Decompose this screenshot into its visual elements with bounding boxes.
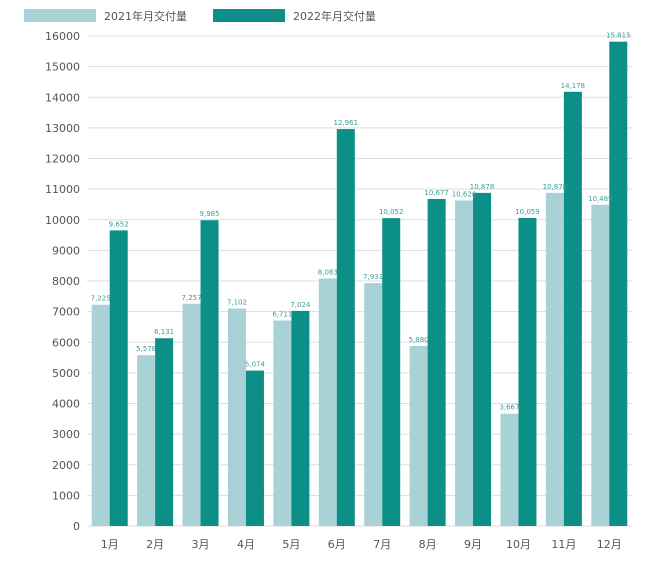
x-tick-label: 3月 [192,538,210,551]
y-tick-label: 16000 [45,30,80,43]
data-label: 10,052 [379,208,404,216]
bar-2021 [273,320,292,526]
bar-2022 [518,217,537,527]
data-label: 5,578 [136,345,156,353]
bar-2022 [382,218,401,526]
data-label: 9,652 [109,220,129,228]
y-tick-label: 9000 [52,244,80,257]
y-tick-label: 4000 [52,398,80,411]
bar-2021 [364,283,383,526]
legend-swatch [24,9,96,22]
bar-2021 [409,345,428,526]
data-label: 9,985 [200,210,220,218]
bar-2021 [182,303,201,526]
data-labels: 7,225 5,578 7,257 7,102 6,711 8,083 7,931 5,880… [91,32,631,412]
data-label: 10,878 [543,183,568,191]
data-label: 7,257 [182,294,202,302]
legend-label: 2021年月交付量 [104,9,187,23]
y-tick-label: 7000 [52,306,80,319]
bar-2022 [291,310,310,526]
bar-2022 [473,192,492,526]
legend-label: 2022年月交付量 [293,9,376,23]
y-tick-label: 5000 [52,367,80,380]
data-label: 10,059 [515,208,540,216]
x-tick-label: 11月 [551,538,576,551]
y-tick-label: 13000 [45,122,80,135]
grid-layer [87,35,632,527]
data-label: 6,131 [154,328,174,336]
bar-2021 [545,192,564,526]
y-tick-label: 10000 [45,214,80,227]
bar-2022 [609,41,628,527]
x-tick-label: 7月 [373,538,391,551]
bars [91,41,628,527]
data-label: 14,178 [561,82,586,90]
bar-2021 [91,304,110,526]
x-tick-label: 6月 [328,538,346,551]
data-label: 8,083 [318,268,338,276]
data-label: 6,711 [272,310,292,318]
y-tick-label: 11000 [45,183,80,196]
data-label: 7,102 [227,299,247,307]
x-tick-label: 1月 [101,538,119,551]
bar-2022 [200,220,219,526]
x-tick-label: 4月 [237,538,255,551]
bar-2022 [427,199,446,526]
data-label: 10,878 [470,183,495,191]
data-label: 10,628 [452,191,477,199]
legend-swatch [213,9,285,22]
legend: 2021年月交付量 2022年月交付量 [24,9,376,23]
x-tick-label: 10月 [506,538,531,551]
y-tick-label: 8000 [52,275,80,288]
x-tick-label: 12月 [597,538,622,551]
y-tick-label: 12000 [45,153,80,166]
data-label: 5,074 [245,361,266,369]
data-label: 12,961 [334,119,359,127]
y-tick-label: 0 [73,520,80,533]
x-tick-label: 5月 [282,538,300,551]
y-tick-label: 2000 [52,459,80,472]
y-axis: 0 1000 2000 3000 4000 5000 6000 7000 8000 9000 100… [45,30,80,533]
bar-2022 [155,338,174,526]
bar-2021 [227,308,246,526]
data-label: 10,677 [424,189,449,197]
bar-2022 [336,129,355,526]
data-label: 3,667 [499,404,519,412]
x-tick-label: 8月 [419,538,437,551]
data-label: 15,815 [606,32,631,40]
data-label: 7,225 [91,295,111,303]
x-tick-label: 9月 [464,538,482,551]
y-tick-label: 1000 [52,489,80,502]
bar-2021 [318,278,337,526]
data-label: 7,024 [290,301,311,309]
y-tick-label: 6000 [52,336,80,349]
x-tick-label: 2月 [146,538,164,551]
y-tick-label: 3000 [52,428,80,441]
bar-2022 [109,230,128,526]
bar-2022 [245,370,264,526]
y-tick-label: 15000 [45,61,80,74]
bar-2022 [563,91,582,526]
y-tick-label: 14000 [45,91,80,104]
bar-2021 [591,204,610,527]
bar-2021 [137,355,156,526]
bar-2021 [500,413,519,526]
data-label: 7,931 [363,273,383,281]
data-label: 5,880 [409,336,429,344]
x-axis: 1月 2月 3月 4月 5月 6月 7月 8月 9月 10月 11月 12月 [101,538,622,551]
data-label: 10,489 [588,195,613,203]
bar-2021 [455,200,474,526]
